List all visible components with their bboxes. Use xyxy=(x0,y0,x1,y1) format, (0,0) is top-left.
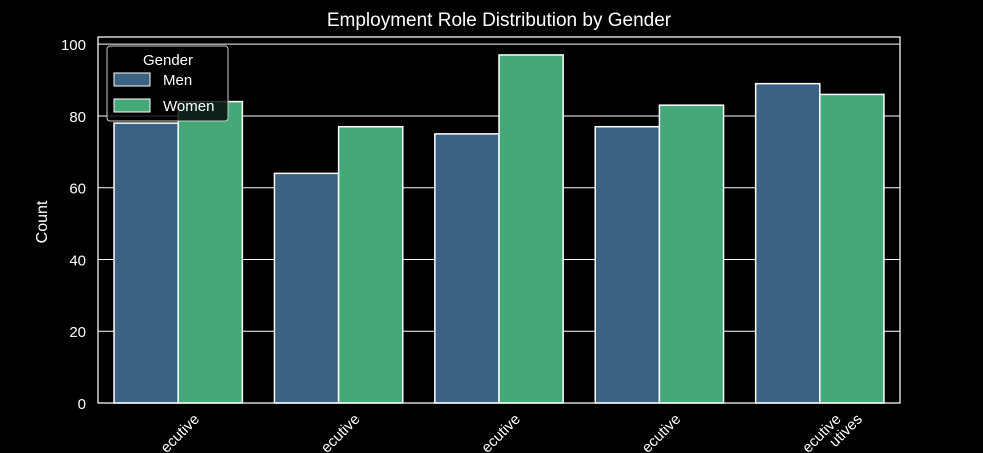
bar-men-3 xyxy=(594,125,661,404)
y-axis-ticks: 0 20 40 60 80 100 xyxy=(61,37,86,413)
legend-swatch-men xyxy=(113,72,151,87)
x-tick-label: ecutive xyxy=(478,411,524,453)
plot-frame xyxy=(97,36,901,404)
bar-women-2 xyxy=(498,54,564,404)
bar-men-1 xyxy=(273,172,340,404)
bar-women-4 xyxy=(819,93,885,404)
y-tick-label: 0 xyxy=(78,396,86,413)
y-tick-label: 60 xyxy=(69,181,86,198)
bar-men-4 xyxy=(754,82,821,404)
legend-label-men: Men xyxy=(163,72,192,89)
y-tick-label: 20 xyxy=(69,324,86,341)
legend-label-women: Women xyxy=(163,98,214,115)
chart-title: Employment Role Distribution by Gender xyxy=(327,10,672,31)
y-tick-label: 40 xyxy=(69,252,86,269)
bar-women-0 xyxy=(177,100,244,404)
y-tick-label: 100 xyxy=(61,37,86,54)
bar-men-2 xyxy=(434,133,500,404)
bar-women-3 xyxy=(658,104,725,404)
bar-women-1 xyxy=(337,125,404,404)
legend: Gender Men Women xyxy=(106,45,229,122)
legend-title: Gender xyxy=(143,52,193,69)
bars xyxy=(113,54,885,404)
y-axis-label: Count xyxy=(34,200,51,243)
x-tick-label: ecutive xyxy=(639,411,685,453)
legend-swatch-women xyxy=(113,98,151,113)
x-axis-ticks: ecutive ecutive ecutive ecutive ecutiveutive… xyxy=(157,411,865,453)
bar-men-0 xyxy=(113,122,179,404)
x-tick-label: ecutive xyxy=(318,411,364,453)
x-tick-label: ecutive xyxy=(157,411,203,453)
y-tick-label: 80 xyxy=(69,109,86,126)
